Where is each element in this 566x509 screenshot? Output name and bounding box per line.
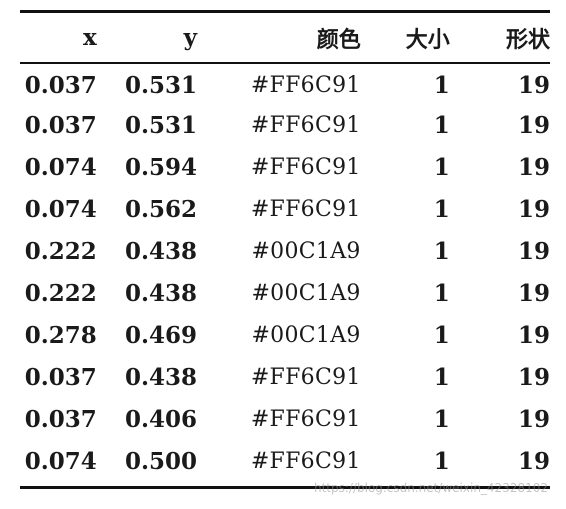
cell-color: #FF6C91: [250, 112, 361, 138]
cell-color: #FF6C91: [250, 72, 361, 98]
data-table: x y 颜色 大小 形状 0.037 0.531 #FF6C91 1 19 0.037 0.…: [20, 13, 550, 482]
table-row: 0.074 0.500 #FF6C91 1 19: [20, 440, 550, 482]
cell-y: 0.531: [124, 71, 197, 99]
cell-x: 0.037: [24, 111, 97, 139]
cell-y: 0.438: [124, 279, 197, 307]
cell-size: 1: [433, 447, 450, 475]
cell-x: 0.278: [24, 321, 97, 349]
table-row: 0.074 0.562 #FF6C91 1 19: [20, 188, 550, 230]
cell-shape: 19: [517, 321, 550, 349]
cell-x: 0.037: [24, 71, 97, 99]
cell-shape: 19: [517, 237, 550, 265]
cell-size: 1: [433, 405, 450, 433]
cell-x: 0.037: [24, 363, 97, 391]
cell-x: 0.074: [24, 153, 97, 181]
cell-shape: 19: [517, 363, 550, 391]
cell-color: #00C1A9: [251, 322, 361, 348]
cell-color: #FF6C91: [250, 364, 361, 390]
cell-y: 0.438: [124, 237, 197, 265]
table-row: 0.074 0.594 #FF6C91 1 19: [20, 146, 550, 188]
column-header-x: x: [83, 24, 97, 51]
table-header-rule: [20, 62, 550, 64]
cell-size: 1: [433, 321, 450, 349]
cell-shape: 19: [517, 279, 550, 307]
cell-size: 1: [433, 71, 450, 99]
cell-size: 1: [433, 363, 450, 391]
cell-shape: 19: [517, 405, 550, 433]
column-header-shape: 形状: [505, 27, 550, 53]
cell-color: #00C1A9: [251, 238, 361, 264]
cell-y: 0.406: [124, 405, 197, 433]
table-body: 0.037 0.531 #FF6C91 1 19 0.037 0.531 #FF6C91 1 19…: [20, 62, 550, 482]
cell-size: 1: [433, 279, 450, 307]
table-row: 0.278 0.469 #00C1A9 1 19: [20, 314, 550, 356]
cell-color: #FF6C91: [250, 448, 361, 474]
cell-shape: 19: [517, 71, 550, 99]
cell-x: 0.074: [24, 195, 97, 223]
cell-size: 1: [433, 153, 450, 181]
column-header-color: 颜色: [316, 27, 361, 53]
cell-shape: 19: [517, 111, 550, 139]
table-row: 0.037 0.531 #FF6C91 1 19: [20, 62, 550, 104]
table-row: 0.037 0.438 #FF6C91 1 19: [20, 356, 550, 398]
cell-x: 0.037: [24, 405, 97, 433]
table-top-rule: [20, 10, 550, 13]
cell-shape: 19: [517, 195, 550, 223]
cell-size: 1: [433, 111, 450, 139]
table-bottom-rule: [20, 486, 550, 489]
cell-shape: 19: [517, 447, 550, 475]
header-row: x y 颜色 大小 形状: [20, 13, 550, 62]
cell-color: #FF6C91: [250, 154, 361, 180]
cell-y: 0.594: [124, 153, 197, 181]
cell-color: #FF6C91: [250, 196, 361, 222]
cell-shape: 19: [517, 153, 550, 181]
cell-x: 0.222: [24, 237, 97, 265]
cell-y: 0.469: [124, 321, 197, 349]
cell-size: 1: [433, 237, 450, 265]
cell-y: 0.500: [124, 447, 197, 475]
table-row: 0.222 0.438 #00C1A9 1 19: [20, 230, 550, 272]
cell-color: #00C1A9: [251, 280, 361, 306]
table-row: 0.222 0.438 #00C1A9 1 19: [20, 272, 550, 314]
cell-x: 0.074: [24, 447, 97, 475]
cell-color: #FF6C91: [250, 406, 361, 432]
cell-y: 0.562: [124, 195, 197, 223]
table-row: 0.037 0.531 #FF6C91 1 19: [20, 104, 550, 146]
cell-y: 0.438: [124, 363, 197, 391]
table-row: 0.037 0.406 #FF6C91 1 19: [20, 398, 550, 440]
cell-y: 0.531: [124, 111, 197, 139]
cell-x: 0.222: [24, 279, 97, 307]
column-header-size: 大小: [405, 27, 450, 53]
column-header-y: y: [183, 24, 197, 51]
cell-size: 1: [433, 195, 450, 223]
watermark-text: https://blog.csdn.net/weixin_42328102: [313, 481, 548, 495]
